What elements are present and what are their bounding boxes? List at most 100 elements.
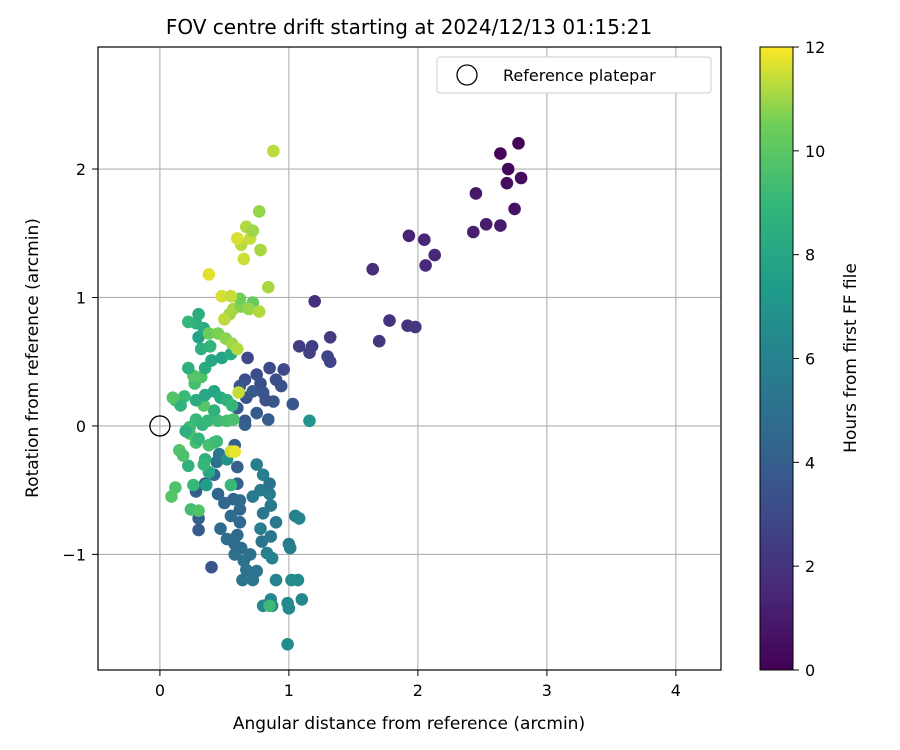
y-tick-label: 2	[76, 160, 86, 179]
data-points	[165, 137, 528, 651]
scatter-point	[232, 386, 245, 399]
x-tick-label: 2	[413, 681, 423, 700]
scatter-point	[218, 313, 231, 326]
legend-box	[436, 56, 712, 94]
scatter-point	[494, 147, 507, 160]
scatter-point	[283, 541, 297, 555]
scatter-point	[263, 487, 276, 501]
plot-frame	[97, 46, 722, 671]
scatter-point	[243, 548, 257, 561]
scatter-point	[501, 162, 515, 176]
scatter-point	[202, 268, 216, 281]
scatter-point	[269, 516, 283, 529]
scatter-point	[256, 507, 270, 520]
scatter-point	[383, 314, 396, 327]
scatter-point	[182, 459, 195, 473]
scatter-point	[233, 503, 247, 516]
colorbar-tick-label: 6	[805, 350, 815, 369]
scatter-point	[202, 327, 216, 340]
scatter-point	[225, 399, 239, 412]
scatter-point	[494, 219, 507, 232]
scatter-point	[228, 445, 241, 458]
scatter-point	[236, 573, 249, 587]
scatter-point	[286, 397, 300, 411]
x-tick-label: 4	[671, 681, 681, 700]
scatter-point	[246, 224, 260, 237]
colorbar-tick-label: 10	[805, 142, 825, 161]
scatter-point	[277, 363, 291, 376]
scatter-point	[303, 414, 316, 428]
scatter-point	[269, 373, 283, 387]
scatter-point	[479, 218, 493, 231]
scatter-point	[228, 548, 241, 561]
scatter-point	[428, 248, 442, 262]
scatter-point	[295, 593, 309, 606]
scatter-point	[252, 205, 266, 218]
scatter-point	[233, 494, 247, 507]
scatter-point	[265, 551, 279, 565]
scatter-point	[303, 346, 316, 360]
scatter-point	[323, 355, 337, 369]
legend-reference-marker	[456, 64, 478, 86]
scatter-point	[182, 361, 195, 375]
scatter-point	[409, 320, 422, 334]
x-tick-label: 1	[284, 681, 294, 700]
scatter-point	[242, 302, 256, 316]
scatter-point	[233, 516, 247, 529]
colorbar-tick-label: 2	[805, 557, 815, 576]
scatter-point	[308, 295, 322, 308]
scatter-point	[292, 340, 306, 353]
scatter-point	[211, 487, 225, 501]
colorbar-label: Hours from first FF file	[841, 263, 861, 453]
scatter-point	[291, 573, 305, 587]
scatter-point	[264, 530, 278, 543]
scatter-point	[281, 638, 294, 651]
scatter-point	[323, 331, 337, 344]
scatter-point	[166, 391, 180, 405]
scatter-point	[187, 478, 200, 492]
scatter-point	[263, 361, 276, 375]
scatter-point	[250, 458, 263, 471]
colorbar-tick-label: 0	[805, 661, 815, 680]
scatter-point	[250, 406, 263, 420]
scatter-point	[203, 340, 217, 353]
colorbar-tick-label: 8	[805, 246, 815, 265]
chart-title: FOV centre drift starting at 2024/12/13 …	[166, 15, 652, 39]
scatter-point	[174, 399, 187, 412]
scatter-point	[259, 393, 273, 407]
scatter-point	[292, 512, 306, 525]
scatter-point	[176, 449, 190, 462]
scatter-point	[231, 232, 244, 245]
grid-lines	[98, 47, 721, 670]
scatter-point	[224, 509, 238, 523]
scatter-point	[215, 289, 229, 303]
legend-entry-label: Reference platepar	[503, 66, 656, 85]
y-tick-label: 1	[76, 288, 86, 307]
scatter-point	[214, 522, 227, 535]
scatter-point	[282, 602, 296, 615]
scatter-point	[192, 307, 205, 321]
scatter-point	[231, 342, 244, 356]
scatter-point	[237, 252, 251, 266]
scatter-point	[402, 229, 416, 243]
scatter-point	[218, 496, 231, 510]
scatter-point	[179, 424, 192, 438]
scatter-point	[246, 385, 260, 398]
legend: Reference platepar	[436, 56, 712, 94]
x-axis-label: Angular distance from reference (arcmin)	[233, 714, 585, 734]
scatter-point	[372, 334, 386, 348]
colorbar-gradient	[759, 46, 794, 671]
scatter-point	[262, 413, 275, 426]
colorbar-tick-label: 4	[805, 453, 815, 472]
scatter-point	[469, 187, 483, 200]
scatter-point	[182, 315, 195, 329]
scatter-point	[252, 305, 266, 318]
colorbar-ticks: 0 2 4 6 8 10 12	[793, 38, 825, 680]
scatter-point	[467, 225, 480, 239]
x-tick-label: 3	[542, 681, 552, 700]
scatter-point	[238, 418, 252, 432]
scatter-point	[254, 243, 267, 257]
scatter-point	[192, 523, 205, 537]
scatter-point	[263, 477, 276, 491]
